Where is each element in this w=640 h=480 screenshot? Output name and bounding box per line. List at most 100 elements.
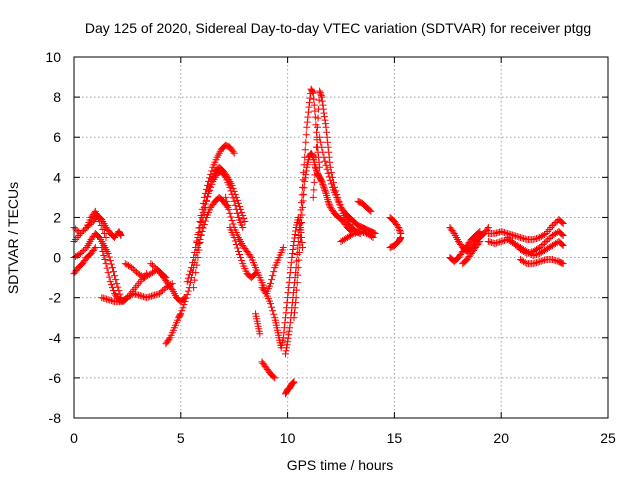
data-point	[486, 238, 494, 246]
data-point	[176, 311, 184, 319]
data-point	[236, 202, 244, 210]
data-point	[295, 256, 303, 264]
data-point	[558, 230, 566, 238]
data-point	[318, 143, 326, 151]
data-point	[507, 230, 515, 238]
y-tick-label: 10	[45, 49, 61, 65]
series-arc-ae	[484, 215, 567, 244]
data-point	[288, 379, 296, 387]
y-tick-label: -2	[49, 290, 62, 306]
data-point	[499, 237, 507, 245]
data-point	[310, 95, 318, 103]
y-tick-label: 2	[53, 209, 61, 225]
data-point	[299, 183, 307, 191]
data-point	[84, 222, 92, 230]
data-point	[396, 226, 404, 234]
data-point	[233, 244, 241, 252]
data-point	[286, 324, 294, 332]
data-point	[233, 196, 241, 204]
data-point	[181, 298, 189, 306]
data-point	[301, 177, 309, 185]
data-point	[492, 239, 500, 247]
data-point	[395, 225, 403, 233]
data-point	[103, 295, 111, 303]
series-arc-m	[222, 193, 268, 292]
data-point	[521, 235, 529, 243]
data-point	[292, 227, 300, 235]
data-point	[367, 207, 375, 215]
data-point	[131, 290, 139, 298]
data-point	[534, 258, 542, 266]
data-point	[107, 281, 115, 289]
data-point	[186, 267, 194, 275]
data-point	[150, 263, 158, 271]
data-point	[529, 260, 537, 268]
data-point	[548, 256, 556, 264]
data-point	[99, 294, 107, 302]
y-tick-label: -6	[49, 370, 62, 386]
data-point	[165, 335, 173, 343]
data-point	[319, 101, 327, 109]
series-arc-u	[290, 149, 356, 322]
data-point	[291, 230, 299, 238]
data-point	[491, 240, 499, 248]
data-point	[552, 257, 560, 265]
data-point	[289, 246, 297, 254]
data-point	[502, 229, 510, 237]
data-point	[80, 226, 88, 234]
data-point	[269, 307, 277, 315]
x-tick-label: 15	[387, 430, 403, 446]
data-point	[537, 242, 545, 250]
data-point	[314, 123, 322, 131]
data-point	[187, 264, 195, 272]
data-point	[76, 229, 84, 237]
y-tick-label: 0	[53, 250, 61, 266]
data-point	[184, 287, 192, 295]
data-point	[238, 208, 246, 216]
data-point	[204, 193, 211, 201]
data-point	[309, 193, 317, 201]
data-point	[319, 182, 327, 190]
data-point	[293, 286, 301, 294]
data-point	[353, 228, 361, 236]
data-point	[559, 260, 567, 268]
data-point	[536, 258, 544, 266]
data-point	[322, 123, 330, 131]
data-point	[192, 269, 200, 277]
data-point	[78, 228, 86, 236]
data-point	[292, 294, 300, 302]
data-point	[250, 271, 258, 279]
data-point	[310, 101, 318, 109]
data-point	[186, 279, 194, 287]
data-point	[291, 234, 299, 242]
data-point	[476, 238, 484, 246]
data-point	[106, 296, 114, 304]
data-point	[98, 244, 106, 252]
data-point	[136, 292, 144, 300]
data-point	[324, 169, 332, 177]
data-point	[319, 180, 327, 188]
data-point	[483, 225, 491, 233]
data-point	[280, 329, 288, 337]
data-point	[195, 228, 203, 236]
data-point	[301, 174, 309, 182]
data-point	[290, 314, 298, 322]
data-point	[99, 248, 107, 256]
data-point	[316, 89, 324, 97]
data-point	[147, 260, 155, 268]
data-point	[512, 232, 520, 240]
data-point	[81, 225, 89, 233]
chart-title: Day 125 of 2020, Sidereal Day-to-day VTE…	[85, 20, 591, 36]
data-point	[311, 107, 319, 115]
data-point	[316, 133, 324, 141]
data-point	[320, 109, 328, 117]
data-point	[226, 183, 234, 191]
data-point	[296, 234, 304, 241]
data-point	[167, 284, 175, 292]
data-point	[309, 88, 317, 96]
data-point	[223, 197, 231, 205]
data-point	[240, 214, 248, 222]
data-point	[500, 228, 508, 236]
data-point	[227, 187, 235, 195]
